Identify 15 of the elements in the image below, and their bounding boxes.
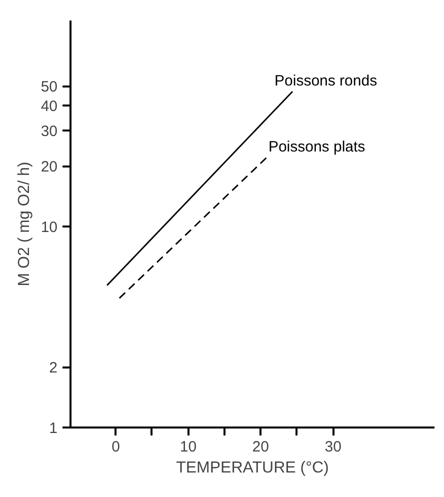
y-tick-label: 2 xyxy=(49,360,58,377)
x-tick-label: 0 xyxy=(112,438,120,456)
x-tick-label: 20 xyxy=(252,438,269,456)
y-tick-label: 10 xyxy=(40,219,58,236)
y-tick-label: 30 xyxy=(40,123,58,140)
y-tick-label: 40 xyxy=(40,98,58,116)
y-tick-label: 1 xyxy=(49,420,58,437)
series-label: Poissons ronds xyxy=(274,72,378,90)
y-tick-label: 50 xyxy=(40,78,58,96)
series-label: Poissons plats xyxy=(268,138,366,156)
y-tick-label: 20 xyxy=(40,158,58,176)
y-axis-title: M O2 ( mg O2/ h) xyxy=(16,162,33,286)
x-tick-label: 30 xyxy=(324,438,342,456)
x-tick-label: 10 xyxy=(180,438,197,456)
x-axis-title: TEMPERATURE (°C) xyxy=(176,460,329,476)
